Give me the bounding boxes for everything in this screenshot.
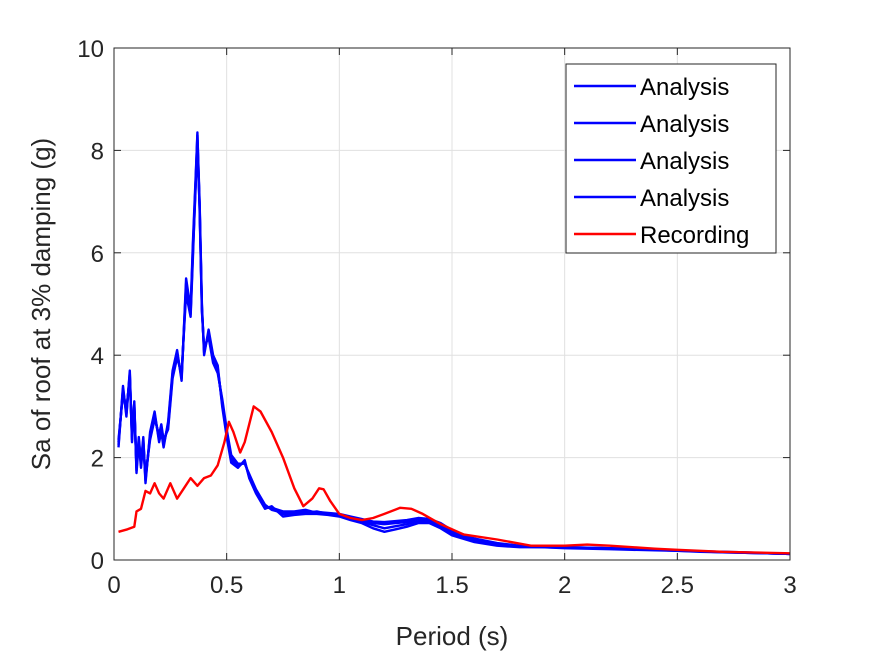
- legend-label: Analysis: [640, 74, 729, 101]
- series-line-5: [118, 405, 791, 555]
- legend-label: Analysis: [640, 185, 729, 212]
- y-axis-label: Sa of roof at 3% damping (g): [26, 138, 56, 470]
- x-tick-label: 3: [783, 572, 796, 599]
- legend: Analysis Analysis Analysis Analysis Recordin…: [565, 63, 777, 254]
- x-axis-label: Period (s): [396, 621, 509, 651]
- x-tick-label: 1: [333, 572, 346, 599]
- y-tick-label: 6: [91, 241, 104, 268]
- legend-box: [565, 63, 777, 254]
- y-tick-label: 0: [91, 548, 104, 575]
- x-tick-label: 0: [107, 572, 120, 599]
- y-tick-label: 10: [77, 36, 104, 63]
- x-tick-label: 2.5: [661, 572, 694, 599]
- x-tick-label: 0.5: [210, 572, 243, 599]
- legend-label: Recording: [640, 222, 749, 249]
- x-tick-label: 1.5: [435, 572, 468, 599]
- x-tick-label: 2: [558, 572, 571, 599]
- y-tick-label: 4: [91, 343, 104, 370]
- y-tick-label: 2: [91, 446, 104, 473]
- axis-ticks: [113, 47, 791, 561]
- series-layer: [117, 131, 791, 556]
- legend-label: Analysis: [640, 148, 729, 175]
- y-tick-label: 8: [91, 138, 104, 165]
- axis-tick-labels: 0 0.5 1 1.5 2 2.5 3 0 2 4 6 8 10: [77, 36, 796, 599]
- legend-label: Analysis: [640, 111, 729, 138]
